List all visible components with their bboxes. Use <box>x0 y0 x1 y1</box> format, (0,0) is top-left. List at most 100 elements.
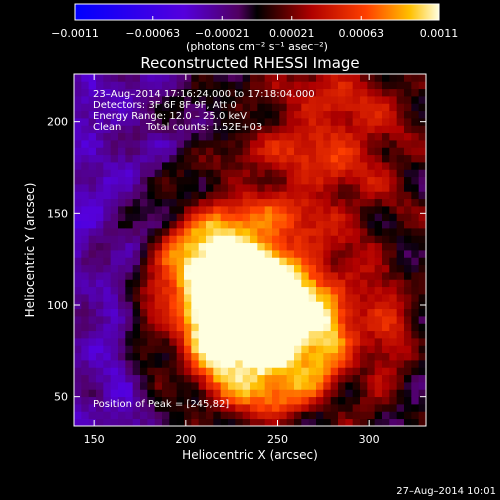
heatmap-pixel <box>286 176 295 185</box>
heatmap-pixel <box>396 411 405 420</box>
heatmap-pixel <box>360 242 368 251</box>
heatmap-pixel <box>74 279 82 288</box>
heatmap-pixel <box>404 301 412 310</box>
heatmap-pixel <box>279 301 288 310</box>
heatmap-pixel <box>74 110 82 119</box>
heatmap-pixel <box>213 294 222 302</box>
heatmap-pixel <box>81 169 90 178</box>
heatmap-pixel <box>198 176 207 185</box>
heatmap-pixel <box>235 272 244 280</box>
heatmap-pixel <box>118 360 126 368</box>
heatmap-pixel <box>198 162 207 170</box>
heatmap-pixel <box>389 125 398 134</box>
heatmap-pixel <box>118 176 126 185</box>
heatmap-pixel <box>367 132 376 141</box>
heatmap-pixel <box>110 418 119 426</box>
heatmap-pixel <box>184 132 192 141</box>
heatmap-pixel <box>191 279 200 288</box>
heatmap-pixel <box>323 389 332 398</box>
heatmap-pixel <box>96 228 104 236</box>
heatmap-pixel <box>184 257 192 266</box>
heatmap-pixel <box>301 206 310 214</box>
heatmap-pixel <box>103 213 112 222</box>
heatmap-pixel <box>411 169 420 178</box>
heatmap-pixel <box>147 374 156 383</box>
heatmap-pixel <box>191 81 200 90</box>
heatmap-pixel <box>147 169 156 178</box>
heatmap-pixel <box>404 103 412 112</box>
heatmap-pixel <box>286 118 295 126</box>
heatmap-pixel <box>272 220 280 229</box>
heatmap-pixel <box>396 206 405 214</box>
heatmap-pixel <box>132 206 141 214</box>
heatmap-pixel <box>374 279 383 288</box>
heatmap-pixel <box>279 147 288 156</box>
heatmap-pixel <box>162 330 170 339</box>
heatmap-pixel <box>411 176 420 185</box>
heatmap-pixel <box>140 352 148 361</box>
heatmap-pixel <box>279 382 288 390</box>
heatmap-pixel <box>147 206 156 214</box>
heatmap-pixel <box>272 228 280 236</box>
heatmap-pixel <box>184 154 192 163</box>
heatmap-pixel <box>257 352 266 361</box>
heatmap-pixel <box>118 264 126 273</box>
heatmap-pixel <box>382 103 390 112</box>
heatmap-pixel <box>147 81 156 90</box>
annotation-detectors: Detectors: 3F 6F 8F 9F, Att 0 <box>93 100 237 111</box>
heatmap-pixel <box>213 242 222 251</box>
heatmap-pixel <box>338 272 346 280</box>
heatmap-pixel <box>308 367 317 376</box>
heatmap-pixel <box>418 132 426 141</box>
heatmap-pixel <box>294 250 302 258</box>
heatmap-pixel <box>316 272 324 280</box>
heatmap-pixel <box>88 367 97 376</box>
heatmap-pixel <box>272 88 280 97</box>
heatmap-pixel <box>250 213 258 222</box>
heatmap-pixel <box>367 191 376 200</box>
heatmap-pixel <box>352 382 361 390</box>
heatmap-pixel <box>382 162 390 170</box>
heatmap-pixel <box>176 338 185 346</box>
heatmap-pixel <box>162 272 170 280</box>
heatmap-pixel <box>418 367 426 376</box>
heatmap-pixel <box>316 330 324 339</box>
heatmap-pixel <box>286 81 295 90</box>
heatmap-pixel <box>154 88 163 97</box>
heatmap-pixel <box>294 206 302 214</box>
heatmap-pixel <box>242 118 251 126</box>
heatmap-pixel <box>206 411 214 420</box>
heatmap-pixel <box>176 330 185 339</box>
heatmap-pixel <box>418 404 426 412</box>
heatmap-pixel <box>206 418 214 426</box>
heatmap-pixel <box>169 367 178 376</box>
heatmap-pixel <box>323 213 332 222</box>
heatmap-pixel <box>125 103 134 112</box>
heatmap-pixel <box>382 147 390 156</box>
heatmap-pixel <box>140 330 148 339</box>
heatmap-pixel <box>206 323 214 332</box>
heatmap-pixel <box>213 235 222 244</box>
heatmap-pixel <box>81 235 90 244</box>
heatmap-pixel <box>374 308 383 317</box>
heatmap-pixel <box>184 411 192 420</box>
heatmap-pixel <box>374 88 383 97</box>
heatmap-pixel <box>286 396 295 405</box>
heatmap-pixel <box>286 250 295 258</box>
heatmap-pixel <box>132 272 141 280</box>
heatmap-pixel <box>352 367 361 376</box>
heatmap-pixel <box>301 257 310 266</box>
heatmap-pixel <box>286 301 295 310</box>
heatmap-pixel <box>352 286 361 295</box>
heatmap-pixel <box>382 88 390 97</box>
heatmap-pixel <box>382 140 390 148</box>
heatmap-pixel <box>235 235 244 244</box>
heatmap-pixel <box>169 96 178 104</box>
heatmap-pixel <box>308 411 317 420</box>
heatmap-pixel <box>323 118 332 126</box>
heatmap-pixel <box>345 169 354 178</box>
heatmap-pixel <box>184 213 192 222</box>
heatmap-pixel <box>184 294 192 302</box>
heatmap-pixel <box>396 198 405 207</box>
heatmap-pixel <box>140 228 148 236</box>
